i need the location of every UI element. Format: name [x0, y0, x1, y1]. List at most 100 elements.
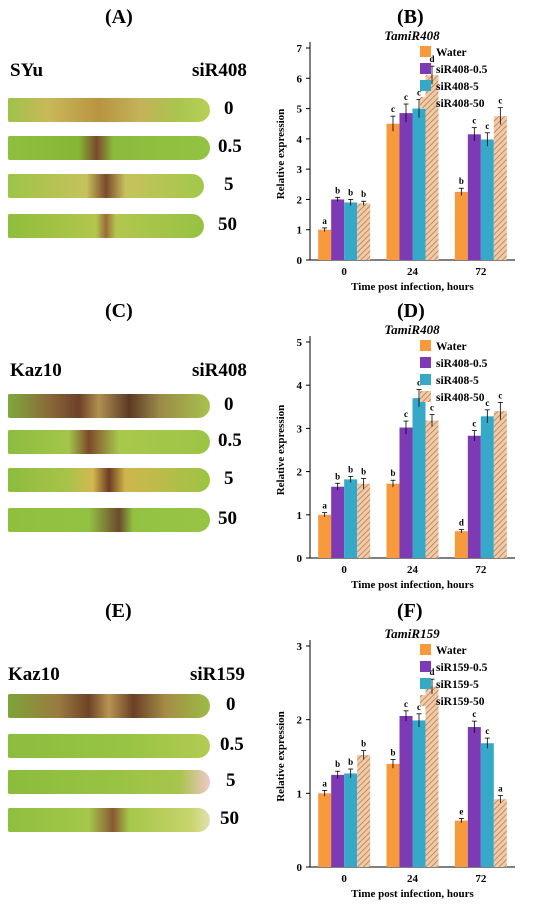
leaf-image	[8, 394, 210, 418]
leaf-image	[8, 98, 210, 122]
significance-letter: b	[348, 757, 353, 767]
legend-swatch	[420, 695, 431, 706]
y-tick-label: 6	[297, 73, 303, 85]
bar	[467, 727, 481, 867]
leaf-panel-c: Kaz10 siR408 0 0.5 5 50	[0, 360, 260, 540]
significance-letter: a	[498, 784, 503, 794]
legend-label: siR408-5	[436, 375, 479, 387]
legend-swatch	[420, 46, 431, 57]
y-tick-label: 4	[297, 380, 303, 392]
y-tick-label: 2	[297, 194, 303, 206]
bar	[467, 435, 481, 558]
x-tick-label: 24	[407, 873, 419, 885]
significance-letter: b	[335, 185, 340, 195]
leaf-row: 0	[0, 392, 260, 420]
bar	[480, 139, 494, 260]
x-tick-label: 72	[475, 564, 487, 576]
legend-label: siR159-5	[436, 679, 479, 691]
legend-swatch	[420, 357, 431, 368]
bar	[386, 123, 400, 260]
significance-letter: e	[459, 806, 463, 816]
leaf-row: 0.5	[0, 428, 260, 456]
significance-letter: c	[472, 116, 476, 126]
bar	[412, 108, 426, 260]
leaf-line-name: Kaz10	[8, 664, 60, 685]
x-tick-label: 72	[475, 266, 487, 278]
bar	[357, 755, 371, 867]
y-tick-label: 5	[297, 104, 303, 116]
y-tick-label: 7	[297, 43, 303, 55]
leaf-line-name: SYu	[10, 60, 44, 81]
legend-label: Water	[436, 47, 467, 59]
significance-letter: b	[361, 467, 366, 477]
bar	[454, 820, 468, 867]
bar	[399, 113, 413, 260]
significance-letter: b	[335, 471, 340, 481]
leaf-image	[8, 508, 210, 532]
significance-letter: c	[404, 409, 408, 419]
leaf-panel-a: SYu siR408 0 0.5 5 50	[0, 60, 260, 250]
bar	[331, 486, 345, 558]
significance-letter: c	[404, 92, 408, 102]
significance-letter: b	[390, 747, 395, 757]
legend-label: Water	[436, 341, 467, 353]
significance-letter: c	[472, 419, 476, 429]
x-axis-label: Time post infection, hours	[351, 579, 474, 591]
significance-letter: c	[391, 104, 395, 114]
leaf-row: 5	[0, 172, 260, 200]
significance-letter: c	[485, 121, 489, 131]
significance-letter: b	[348, 464, 353, 474]
x-tick-label: 24	[407, 564, 419, 576]
bar	[331, 199, 345, 260]
significance-letter: b	[348, 187, 353, 197]
x-tick-label: 0	[341, 564, 347, 576]
leaf-image	[8, 694, 210, 718]
significance-letter: a	[322, 501, 327, 511]
legend-label: siR408-50	[436, 392, 485, 404]
y-tick-label: 4	[297, 134, 303, 146]
bar	[344, 479, 358, 558]
leaf-dose-label: 0.5	[218, 430, 242, 451]
bar	[344, 773, 358, 867]
legend-label: Water	[436, 645, 467, 657]
bar	[386, 763, 400, 867]
leaf-image	[8, 430, 210, 454]
bar	[480, 743, 494, 867]
leaf-line-name: Kaz10	[10, 360, 62, 381]
bar	[318, 514, 332, 558]
bar	[493, 116, 507, 261]
leaf-image	[8, 808, 210, 832]
panel-label-f: (F)	[397, 600, 423, 622]
significance-letter: d	[429, 667, 434, 677]
legend-label: siR408-5	[436, 81, 479, 93]
significance-letter: b	[361, 189, 366, 199]
bar	[318, 793, 332, 867]
significance-letter: c	[498, 390, 502, 400]
legend-swatch	[420, 80, 431, 91]
y-axis-label: Relative expression	[275, 109, 287, 200]
bar	[425, 420, 439, 558]
legend-swatch	[420, 340, 431, 351]
significance-letter: c	[485, 726, 489, 736]
leaf-treatment-name: siR408	[192, 360, 247, 381]
leaf-row: 0.5	[0, 134, 260, 162]
bar	[480, 416, 494, 558]
bar	[467, 134, 481, 260]
legend-swatch	[420, 97, 431, 108]
leaf-image	[8, 174, 204, 198]
y-tick-label: 1	[297, 225, 303, 237]
y-tick-label: 3	[297, 423, 303, 435]
leaf-dose-label: 50	[218, 508, 237, 529]
x-tick-label: 72	[475, 873, 487, 885]
legend-swatch	[420, 644, 431, 655]
panel-label-e: (E)	[105, 600, 132, 622]
y-tick-label: 1	[297, 510, 303, 522]
leaf-dose-label: 50	[220, 808, 239, 829]
bar	[493, 799, 507, 867]
bar	[454, 191, 468, 260]
panel-label-b: (B)	[397, 6, 424, 28]
legend-label: siR159-0.5	[436, 662, 488, 674]
leaf-row: 5	[0, 768, 260, 796]
